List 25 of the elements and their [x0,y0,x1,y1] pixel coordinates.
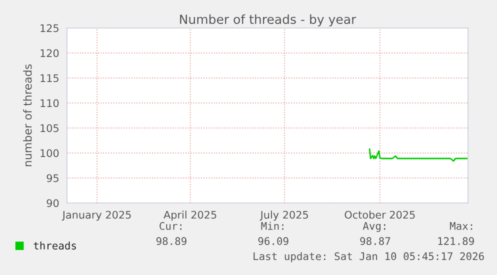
x-tick-label: July 2025 [260,210,308,221]
text: Last update: Sat Jan 10 05:45:17 2026 [254,252,484,262]
line-series [368,148,468,162]
y-axis-title: number of threads [23,64,32,166]
y-tick-label: 115 [40,74,58,82]
y-tick-label: 90 [46,199,59,208]
x-tick-label: April 2025 [164,210,216,221]
y-tick-label: 100 [40,149,59,158]
text: 96.09 [258,237,288,246]
y-tick-label: 120 [40,49,59,58]
text: Cur: [160,222,182,230]
y-tick-label: 105 [40,124,58,132]
x-tick-label: January 2025 [62,210,131,221]
text: Avg: [362,222,386,232]
text: Min: [261,222,284,230]
y-tick-label: 110 [40,99,59,108]
legend-label: threads [34,242,76,250]
y-tick-label: 95 [46,174,58,182]
x-tick-label: October 2025 [344,210,415,219]
text: 98.87 [360,237,390,246]
text: 121.89 [438,237,474,246]
text: Max: [450,222,472,230]
y-tick-label: 125 [40,24,58,32]
chart-title: Number of threads - by year [180,14,356,26]
text: 98.89 [156,237,186,246]
